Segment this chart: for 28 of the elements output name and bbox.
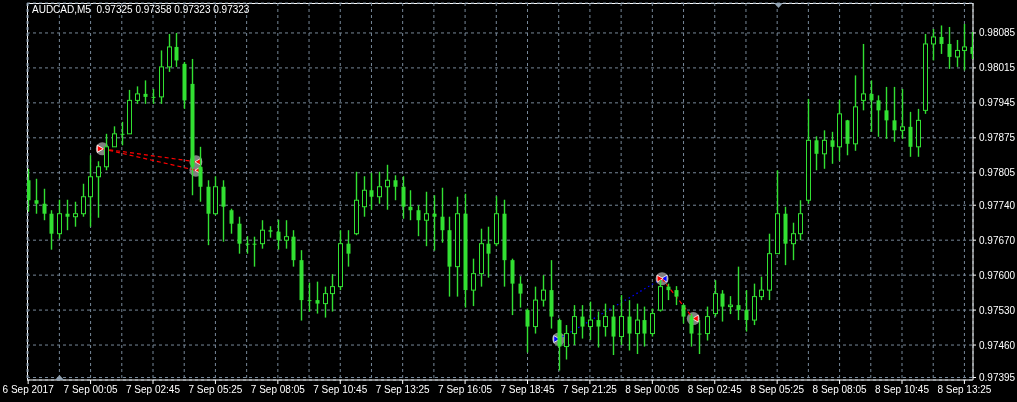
x-tick-label: 8 Sep 10:45 <box>875 384 930 395</box>
x-tick-label: 8 Sep 13:25 <box>937 384 992 395</box>
x-tick-label: 7 Sep 05:25 <box>188 384 243 395</box>
x-tick-label: 8 Sep 05:25 <box>750 384 805 395</box>
x-tick-label: 8 Sep 08:05 <box>812 384 867 395</box>
x-tick-label: 7 Sep 02:45 <box>126 384 181 395</box>
x-tick-label: 7 Sep 21:25 <box>562 384 618 395</box>
y-tick-label: 0.98015 <box>979 62 1016 74</box>
x-tick-label: 6 Sep 2017 <box>2 384 55 395</box>
x-tick-label: 7 Sep 16:05 <box>438 384 493 395</box>
chart-title: AUDCAD,M5 0.97325 0.97358 0.97323 0.97323 <box>32 4 250 16</box>
x-tick-label: 7 Sep 10:45 <box>313 384 368 395</box>
y-tick-label: 0.97805 <box>979 167 1016 179</box>
y-tick-label: 0.97670 <box>979 234 1016 246</box>
y-tick-label: 0.97460 <box>979 339 1016 351</box>
y-tick-label: 0.97600 <box>979 269 1016 281</box>
y-tick-label: 0.97740 <box>979 199 1016 211</box>
x-tick-label: 7 Sep 00:05 <box>63 384 118 395</box>
y-tick-label: 0.98085 <box>979 27 1016 39</box>
y-tick-label: 0.97530 <box>979 304 1016 316</box>
x-tick-label: 8 Sep 00:05 <box>625 384 680 395</box>
y-tick-label: 0.97945 <box>979 97 1016 109</box>
x-tick-label: 8 Sep 02:45 <box>687 384 743 395</box>
x-tick-label: 7 Sep 18:45 <box>500 384 555 395</box>
y-tick-label: 0.97875 <box>979 132 1016 144</box>
x-tick-label: 7 Sep 08:05 <box>250 384 306 395</box>
x-tick-label: 7 Sep 13:25 <box>375 384 431 395</box>
y-tick-label: 0.97395 <box>979 372 1016 383</box>
